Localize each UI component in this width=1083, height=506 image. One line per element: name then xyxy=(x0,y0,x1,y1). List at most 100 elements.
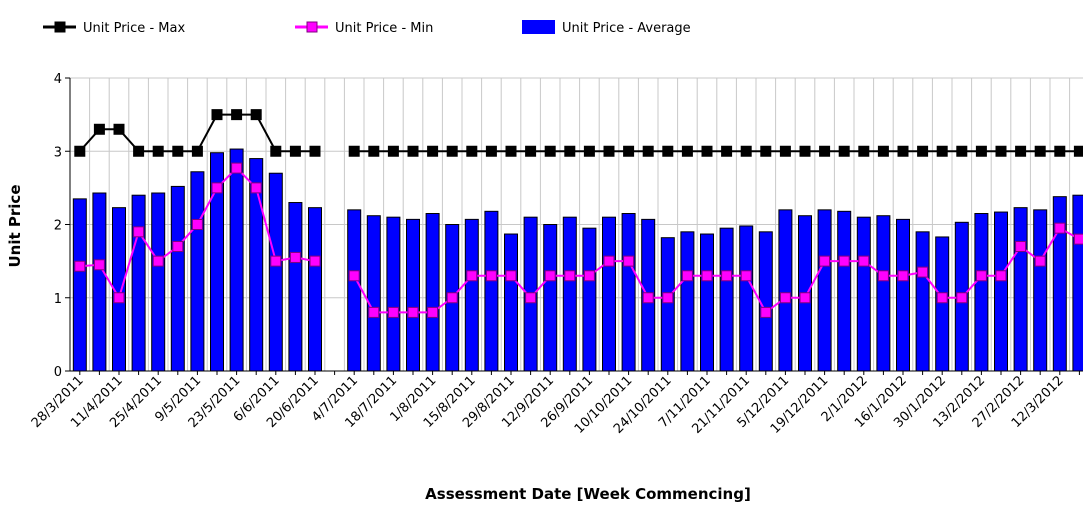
bar xyxy=(1072,194,1083,372)
bar xyxy=(347,209,362,372)
y-tick-label: 1 xyxy=(54,292,62,307)
line-marker xyxy=(387,145,399,157)
bar xyxy=(190,171,205,372)
line-marker xyxy=(1034,255,1046,267)
line-marker xyxy=(505,145,517,157)
line-marker xyxy=(760,306,772,318)
line-marker xyxy=(368,306,380,318)
bar xyxy=(249,158,264,372)
line-marker xyxy=(407,306,419,318)
line-marker xyxy=(623,145,635,157)
line-marker xyxy=(289,251,301,263)
line-marker xyxy=(427,145,439,157)
bar xyxy=(308,207,322,372)
line-marker xyxy=(838,145,850,157)
line-marker xyxy=(603,255,615,267)
line-marker xyxy=(681,270,693,282)
bar xyxy=(700,233,714,372)
line-marker xyxy=(897,145,909,157)
bar xyxy=(680,231,695,372)
bar xyxy=(817,209,832,372)
line-marker xyxy=(93,259,105,271)
y-tick-label: 0 xyxy=(54,365,62,380)
bar xyxy=(268,172,283,372)
line-marker xyxy=(740,145,752,157)
line-marker xyxy=(270,255,282,267)
line-marker xyxy=(211,109,223,121)
legend-marker xyxy=(54,21,66,33)
y-axis-title: Unit Price xyxy=(6,185,24,268)
line-marker xyxy=(858,255,870,267)
bar xyxy=(915,231,930,372)
line-marker xyxy=(231,109,243,121)
line-marker xyxy=(995,270,1007,282)
line-marker xyxy=(701,145,713,157)
line-marker xyxy=(152,145,164,157)
line-marker xyxy=(407,145,419,157)
line-marker xyxy=(309,145,321,157)
bar xyxy=(366,215,381,372)
line-marker xyxy=(1015,240,1027,252)
line-marker xyxy=(936,292,948,304)
line-marker xyxy=(877,270,889,282)
line-marker xyxy=(250,109,262,121)
line-marker xyxy=(93,123,105,135)
line-marker xyxy=(819,145,831,157)
line-marker xyxy=(564,270,576,282)
line-marker xyxy=(172,240,184,252)
line-marker xyxy=(936,145,948,157)
line-marker xyxy=(721,270,733,282)
line-marker xyxy=(387,306,399,318)
line-marker xyxy=(956,145,968,157)
line-marker xyxy=(133,145,145,157)
line-marker xyxy=(446,292,458,304)
bar xyxy=(896,218,910,372)
line-marker xyxy=(1054,222,1066,234)
line-marker xyxy=(544,145,556,157)
line-marker xyxy=(858,145,870,157)
y-tick-label: 3 xyxy=(54,145,62,160)
bar xyxy=(1033,209,1048,372)
line-marker xyxy=(133,226,145,238)
line-marker xyxy=(701,270,713,282)
bar xyxy=(170,185,185,372)
line-marker xyxy=(1054,145,1066,157)
bar xyxy=(406,218,420,372)
line-marker xyxy=(505,270,517,282)
line-marker xyxy=(544,270,556,282)
x-axis-title: Assessment Date [Week Commencing] xyxy=(425,485,751,503)
line-marker xyxy=(897,270,909,282)
bar xyxy=(543,224,558,372)
bar xyxy=(229,148,244,372)
line-marker xyxy=(348,145,360,157)
line-marker xyxy=(525,145,537,157)
line-marker xyxy=(231,162,243,174)
line-marker xyxy=(485,270,497,282)
bar xyxy=(464,218,479,372)
bar xyxy=(582,227,597,372)
bar xyxy=(288,202,303,372)
line-marker xyxy=(211,182,223,194)
legend-label: Unit Price - Max xyxy=(83,21,185,36)
line-marker xyxy=(446,145,458,157)
bar xyxy=(739,225,754,372)
line-marker xyxy=(74,145,86,157)
line-marker xyxy=(466,270,478,282)
line-marker xyxy=(466,145,478,157)
y-tick-label: 2 xyxy=(54,219,62,234)
line-marker xyxy=(740,270,752,282)
line-marker xyxy=(838,255,850,267)
bar xyxy=(92,192,107,372)
legend-label: Unit Price - Average xyxy=(562,21,691,36)
line-marker xyxy=(113,123,125,135)
y-tick-label: 4 xyxy=(54,72,62,87)
line-marker xyxy=(368,145,380,157)
line-marker xyxy=(642,145,654,157)
bar xyxy=(876,215,891,372)
line-marker xyxy=(583,270,595,282)
line-marker xyxy=(348,270,360,282)
bar xyxy=(758,231,773,372)
line-marker xyxy=(191,145,203,157)
line-marker xyxy=(917,145,929,157)
